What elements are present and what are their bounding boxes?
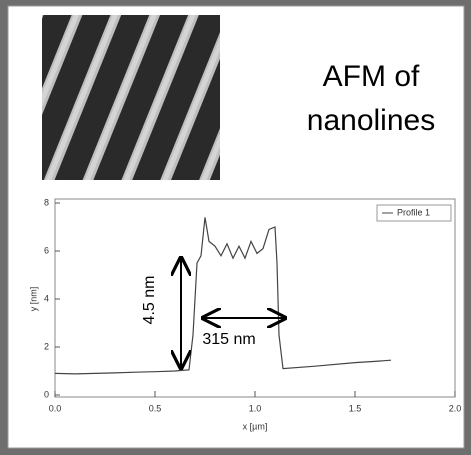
y-tick-label: 6 <box>44 245 49 255</box>
x-axis-label: x [µm] <box>243 421 268 431</box>
caption-line: nanolines <box>307 104 435 137</box>
x-tick-label: 0.5 <box>149 403 162 413</box>
x-tick-label: 1.0 <box>249 403 262 413</box>
chart: 0.0 0.5 1.0 1.5 2.0 0 2 4 6 8 x [µm] y [nm] Profile … <box>28 197 461 431</box>
y-tick-label: 8 <box>44 197 49 207</box>
y-tick-label: 2 <box>44 341 49 351</box>
caption-line: AFM of <box>323 60 420 93</box>
profile-line <box>54 217 392 375</box>
y-tick-label: 4 <box>44 293 49 303</box>
x-tick-label: 1.5 <box>349 403 362 413</box>
legend-label: Profile 1 <box>397 207 430 217</box>
width-annotation: 315 nm <box>202 331 255 348</box>
x-tick-label: 2.0 <box>449 403 462 413</box>
x-tick-label: 0.0 <box>49 403 62 413</box>
plot-area <box>54 198 456 398</box>
y-tick-label: 0 <box>44 389 49 399</box>
legend-box <box>376 204 452 222</box>
height-annotation: 4.5 nm <box>141 276 158 325</box>
afm-image <box>42 15 220 180</box>
y-axis-label: y [nm] <box>28 287 38 312</box>
